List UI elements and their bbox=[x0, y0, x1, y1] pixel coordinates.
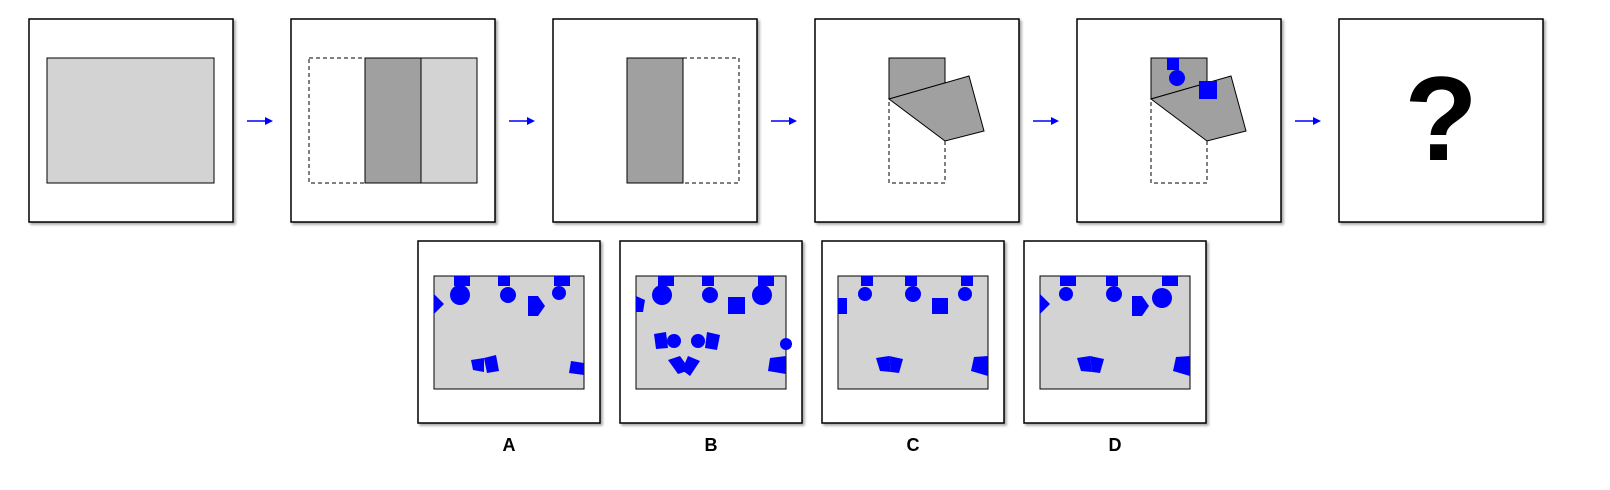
hole-pattern bbox=[434, 276, 584, 375]
folded-layer bbox=[364, 57, 422, 184]
paper-sheet bbox=[420, 57, 478, 184]
square-hole bbox=[1199, 81, 1217, 99]
option-label: B bbox=[705, 435, 718, 455]
option-a[interactable]: A bbox=[417, 240, 601, 455]
arrow-icon bbox=[1295, 117, 1321, 125]
arrow-icon bbox=[771, 117, 797, 125]
paper-outline-dashed bbox=[682, 57, 740, 184]
step-panel-4 bbox=[814, 18, 1020, 223]
step-panel-question: ? bbox=[1338, 18, 1544, 223]
step-panel-5 bbox=[1076, 18, 1282, 223]
folded-layer bbox=[626, 57, 684, 184]
option-label: C bbox=[907, 435, 920, 455]
paper-sheet bbox=[46, 57, 215, 184]
option-label: D bbox=[1109, 435, 1122, 455]
hole-pattern bbox=[1040, 276, 1190, 376]
arrow-icon bbox=[1033, 117, 1059, 125]
folded-flap bbox=[887, 75, 985, 142]
step-panel-1 bbox=[28, 18, 234, 223]
step-panel-3 bbox=[552, 18, 758, 223]
paper-outline-dashed bbox=[308, 57, 366, 184]
square-hole bbox=[1167, 58, 1179, 70]
question-mark: ? bbox=[1404, 52, 1477, 186]
option-d[interactable]: D bbox=[1023, 240, 1207, 455]
arrow-icon bbox=[509, 117, 535, 125]
hole-pattern bbox=[636, 276, 792, 376]
hole-pattern bbox=[838, 276, 988, 376]
option-label: A bbox=[503, 435, 516, 455]
step-panel-2 bbox=[290, 18, 496, 223]
arrow-icon bbox=[247, 117, 273, 125]
option-b[interactable]: B bbox=[619, 240, 803, 455]
option-c[interactable]: C bbox=[821, 240, 1005, 455]
circle-hole bbox=[1169, 70, 1185, 86]
